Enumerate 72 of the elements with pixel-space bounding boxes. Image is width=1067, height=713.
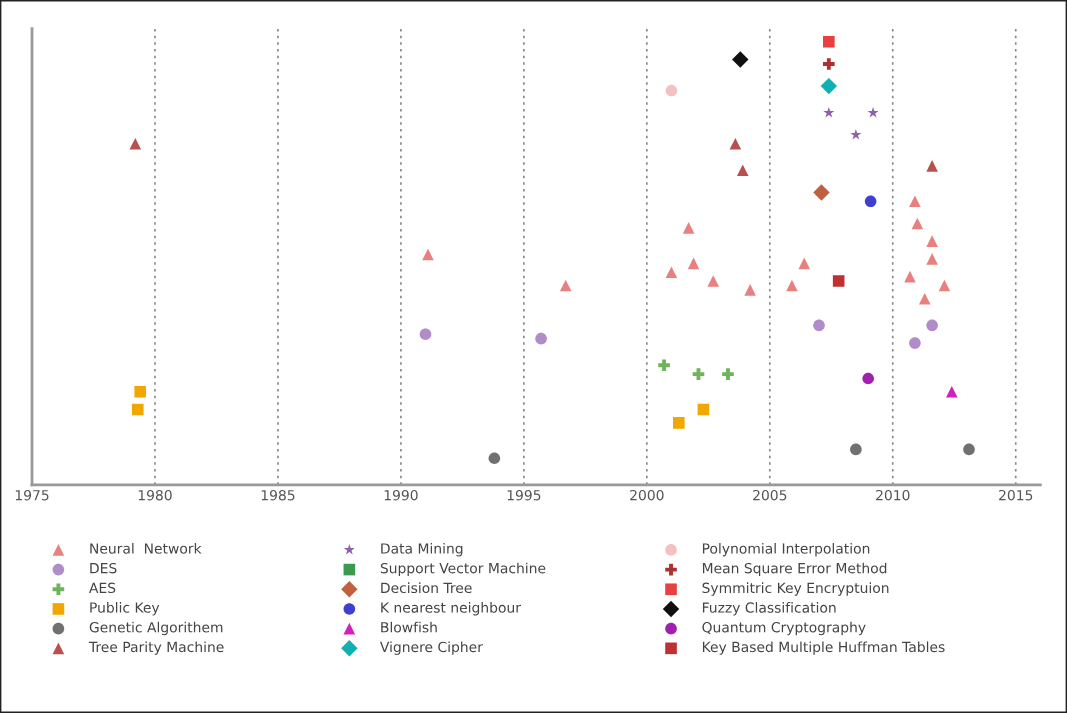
legend-label: Quantum Cryptography	[702, 621, 866, 636]
legend-label: Genetic Algorithem	[89, 621, 223, 636]
point	[488, 452, 501, 465]
legend-label: Public Key	[90, 602, 160, 616]
point	[867, 106, 879, 118]
point	[963, 443, 975, 456]
x-tick-label: 1975	[15, 489, 49, 501]
point	[729, 137, 742, 150]
point	[682, 222, 695, 234]
point	[820, 77, 838, 95]
point	[707, 275, 720, 287]
point	[823, 106, 835, 118]
point	[736, 164, 749, 177]
point	[697, 403, 710, 416]
x-tick-label: 2000	[630, 489, 664, 501]
point	[813, 184, 830, 201]
point	[909, 195, 921, 208]
x-tick-label: 1980	[138, 489, 172, 501]
legend-label: Symmitric Key Encryptuion	[702, 582, 889, 596]
point	[864, 195, 877, 208]
legend-label: K nearest neighbour	[381, 602, 521, 616]
point	[823, 58, 835, 70]
point	[673, 417, 685, 429]
point	[744, 284, 756, 296]
point	[665, 266, 678, 278]
point	[945, 385, 958, 398]
point	[658, 359, 670, 372]
point	[131, 403, 144, 416]
x-tick-label: 2005	[753, 489, 787, 501]
x-tick-label: 1985	[261, 489, 295, 501]
legend-label: Data Mining	[381, 542, 463, 557]
point	[813, 319, 825, 332]
point	[850, 129, 862, 140]
point	[722, 368, 734, 380]
legend-label: Vignere Cipher	[380, 641, 483, 655]
legend-label: Support Vector Machine	[380, 562, 546, 577]
point	[926, 235, 938, 247]
point	[665, 84, 678, 97]
legend-label: DES	[90, 562, 117, 574]
point	[926, 319, 938, 332]
legend-label: Blowfish	[381, 621, 437, 633]
legend-label: Tree Parity Machine	[88, 641, 224, 655]
x-tick-label: 1995	[507, 489, 541, 501]
point	[832, 275, 845, 287]
point	[926, 160, 938, 172]
legend-label: AES	[89, 582, 116, 594]
legend-label: Key Based Multiple Huffman Tables	[702, 641, 945, 655]
point	[687, 257, 700, 270]
point	[911, 217, 924, 230]
legend-label: Neural Network	[90, 542, 202, 554]
point	[926, 253, 938, 265]
point	[938, 279, 951, 292]
point	[823, 36, 835, 48]
x-tick-label: 2015	[999, 489, 1033, 501]
x-tick-label: 1990	[384, 489, 418, 501]
point	[862, 372, 874, 385]
point	[909, 337, 921, 349]
point	[692, 368, 705, 380]
point	[129, 137, 142, 150]
point	[559, 279, 572, 292]
point	[918, 292, 931, 305]
point	[419, 328, 432, 341]
point	[134, 385, 147, 398]
point	[732, 51, 749, 68]
legend-label: Decision Tree	[381, 582, 472, 594]
point	[798, 257, 811, 270]
legend-label: Mean Square Error Method	[702, 562, 887, 577]
x-tick-label: 2010	[876, 489, 910, 501]
legend-label: Fuzzy Classification	[702, 602, 836, 616]
legend-label: Polynomial Interpolation	[702, 542, 870, 557]
point	[535, 332, 547, 345]
point	[850, 443, 862, 456]
